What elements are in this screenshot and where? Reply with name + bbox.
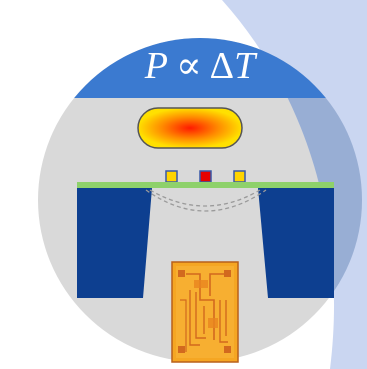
formula-text: P ∝ ΔT xyxy=(144,45,258,87)
membrane xyxy=(77,182,334,188)
sensor-right xyxy=(233,170,246,183)
formula-relation: ∝ xyxy=(176,45,202,87)
formula-lhs: P xyxy=(144,45,168,87)
formula-delta: Δ xyxy=(210,45,234,87)
heat-flow-arc-inner xyxy=(149,189,261,207)
formula-rhs: T xyxy=(234,45,258,87)
substrate-right xyxy=(258,188,334,298)
heat-flow-arc-outer xyxy=(145,189,267,212)
sensor-left xyxy=(165,170,178,183)
hot-spot-icon xyxy=(137,107,243,149)
heater-center xyxy=(199,170,212,183)
light-beam xyxy=(222,0,367,369)
substrate-left xyxy=(77,188,152,298)
microchip-icon xyxy=(171,261,239,363)
